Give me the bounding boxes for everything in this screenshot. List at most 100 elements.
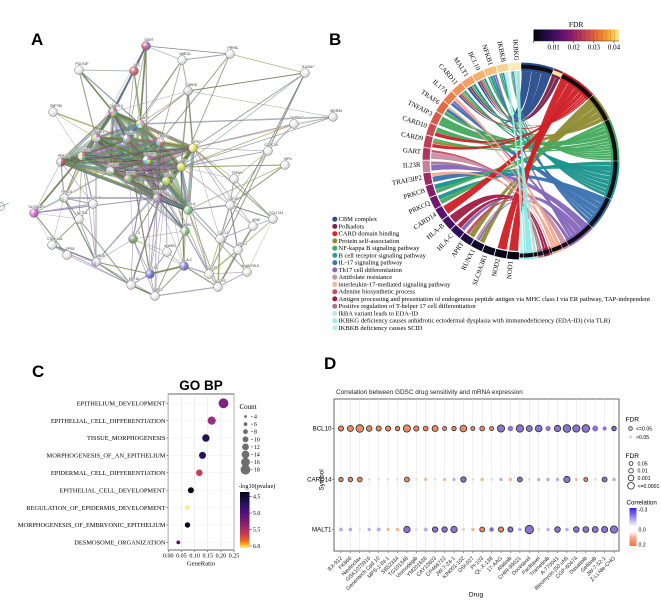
- svg-text:IKBKG: IKBKG: [511, 39, 519, 61]
- svg-text:IL23R: IL23R: [403, 162, 422, 170]
- svg-text:FDR: FDR: [569, 20, 584, 29]
- svg-text:POLR2F: POLR2F: [75, 62, 88, 66]
- svg-text:IKBKB: IKBKB: [495, 41, 506, 64]
- svg-text:NOD1: NOD1: [506, 261, 514, 280]
- svg-text:Adenine biosynthetic process: Adenine biosynthetic process: [339, 289, 416, 296]
- svg-text:0.0: 0.0: [639, 528, 646, 534]
- svg-text:8: 8: [254, 430, 257, 436]
- svg-text:A: A: [31, 30, 43, 49]
- svg-text:ADM: ADM: [252, 218, 260, 222]
- svg-text:MALT1: MALT1: [312, 527, 332, 534]
- svg-text:GART: GART: [403, 147, 422, 155]
- svg-text:0.03: 0.03: [588, 44, 601, 52]
- svg-text:0.20: 0.20: [216, 554, 227, 560]
- svg-text:CARD6: CARD6: [185, 83, 197, 87]
- svg-text:GeneRatio: GeneRatio: [187, 561, 216, 568]
- svg-text:18: 18: [254, 468, 260, 474]
- svg-text:Symbol: Symbol: [319, 469, 326, 490]
- svg-text:IKBKG deficiency causes anhidr: IKBKG deficiency causes anhidrotic ectod…: [339, 318, 611, 325]
- svg-text:IKBKG: IKBKG: [183, 223, 194, 227]
- svg-text:Antigen processing and present: Antigen processing and presentation of e…: [339, 296, 651, 303]
- svg-text:Correlation between GDSC drug: Correlation between GDSC drug sensitivit…: [336, 389, 523, 396]
- svg-text:ACTN4: ACTN4: [76, 211, 87, 215]
- svg-text:ZNF750: ZNF750: [50, 104, 62, 108]
- svg-text:DESMOSOME_ORGANIZATION: DESMOSOME_ORGANIZATION: [74, 540, 166, 547]
- svg-text:GART: GART: [144, 38, 153, 42]
- svg-text:FDR: FDR: [626, 417, 640, 424]
- svg-text:EPITHELIAL_CELL_DIFFERENTIATIO: EPITHELIAL_CELL_DIFFERENTIATION: [51, 418, 166, 425]
- svg-text:REGULATION_OF_EPIDERMIS_DEVELO: REGULATION_OF_EPIDERMIS_DEVELOPMENT: [26, 505, 165, 512]
- svg-text:Correlation: Correlation: [627, 500, 658, 507]
- svg-text:IL17B: IL17B: [149, 266, 159, 270]
- svg-text:-log10(pvalue): -log10(pvalue): [239, 483, 276, 490]
- svg-text:S100A7: S100A7: [302, 65, 314, 69]
- svg-text:Th17 cell differentiation: Th17 cell differentiation: [339, 267, 403, 274]
- svg-text:CARD9: CARD9: [137, 116, 149, 120]
- svg-text:NMES1: NMES1: [179, 52, 191, 56]
- svg-text:HLA-C: HLA-C: [182, 258, 193, 262]
- svg-text:6.0: 6.0: [253, 544, 260, 550]
- svg-text:0.05: 0.05: [638, 462, 648, 468]
- svg-text:IKBKB: IKBKB: [126, 171, 137, 175]
- svg-text:CBM complex: CBM complex: [339, 216, 378, 223]
- svg-text:APC: APC: [134, 63, 142, 67]
- svg-text:Polkadots: Polkadots: [339, 223, 365, 230]
- svg-text:16: 16: [254, 460, 260, 466]
- svg-text:ADAMTSL5: ADAMTSL5: [241, 264, 259, 268]
- svg-text:IKBKB deficiency causes SCID: IKBKB deficiency causes SCID: [339, 325, 423, 332]
- svg-text:MORPHOGENESIS_OF_EMBRYONIC_EPI: MORPHOGENESIS_OF_EMBRYONIC_EPITHELIUM: [18, 522, 166, 529]
- svg-text:NOD1: NOD1: [164, 173, 174, 177]
- svg-text:DGKZ: DGKZ: [91, 196, 100, 200]
- svg-text:12: 12: [254, 445, 260, 451]
- svg-text:FLT3: FLT3: [132, 231, 140, 235]
- svg-text:CARD11: CARD11: [143, 152, 156, 156]
- svg-text:5.5: 5.5: [253, 528, 260, 534]
- svg-text:<=0.05: <=0.05: [636, 427, 652, 433]
- svg-text:DEPDC7: DEPDC7: [290, 116, 304, 120]
- svg-text:interleukin-17-mediated signal: interleukin-17-mediated signaling pathwa…: [339, 281, 452, 288]
- svg-text:PRR5L: PRR5L: [228, 46, 239, 50]
- svg-text:CCL20: CCL20: [207, 266, 218, 270]
- svg-text:MORPHOGENESIS_OF_AN_EPITHELIUM: MORPHOGENESIS_OF_AN_EPITHELIUM: [47, 453, 166, 460]
- svg-text:CSNK1A1: CSNK1A1: [47, 237, 63, 241]
- svg-text:WDR34: WDR34: [330, 109, 342, 113]
- svg-text:CARD8: CARD8: [93, 254, 105, 258]
- svg-text:APS3: APS3: [154, 288, 163, 292]
- svg-text:0.01: 0.01: [547, 44, 560, 52]
- svg-text:CARD domain binding: CARD domain binding: [339, 231, 400, 238]
- svg-text:MPO: MPO: [284, 157, 292, 161]
- svg-text:TRAF6: TRAF6: [158, 134, 169, 138]
- svg-text:Positive regulation of T-helpe: Positive regulation of T-helper 17 cell …: [339, 303, 477, 310]
- svg-text:IL-17 signaling pathway: IL-17 signaling pathway: [339, 260, 404, 267]
- svg-text:0.10: 0.10: [189, 554, 200, 560]
- svg-text:PRKD1: PRKD1: [61, 190, 72, 194]
- svg-text:0.04: 0.04: [608, 44, 621, 52]
- svg-text:RIPK2: RIPK2: [191, 140, 201, 144]
- svg-text:NFKB1: NFKB1: [108, 163, 119, 167]
- svg-text:MALT1: MALT1: [94, 130, 105, 134]
- svg-text:CARD14: CARD14: [307, 477, 332, 484]
- svg-text:B cell receptor signaling path: B cell receptor signaling pathway: [339, 252, 427, 259]
- svg-text:CCR10: CCR10: [235, 242, 246, 246]
- svg-text:ANKRD: ANKRD: [164, 244, 176, 248]
- svg-text:EPIDERMAL_CELL_DIFFERENTIATION: EPIDERMAL_CELL_DIFFERENTIATION: [51, 470, 166, 477]
- svg-text:D: D: [324, 354, 336, 373]
- svg-text:GO BP: GO BP: [179, 378, 223, 393]
- svg-text:Protein self-association: Protein self-association: [339, 238, 401, 245]
- svg-text:COL17A1: COL17A1: [269, 211, 284, 215]
- svg-text:EPS8: EPS8: [66, 247, 75, 251]
- svg-text:5.0: 5.0: [253, 511, 260, 517]
- svg-text:10: 10: [254, 437, 260, 443]
- svg-text:0.25: 0.25: [229, 554, 240, 560]
- svg-text:Drug: Drug: [469, 592, 484, 599]
- svg-text:CARD10: CARD10: [109, 104, 122, 108]
- svg-text:B: B: [329, 30, 341, 49]
- svg-text:Antifolate resistance: Antifolate resistance: [339, 274, 393, 281]
- svg-text:4.5: 4.5: [253, 495, 260, 501]
- svg-text:CCDC50: CCDC50: [264, 143, 278, 147]
- svg-text:0.00: 0.00: [163, 554, 174, 560]
- svg-text:CARD9: CARD9: [400, 131, 424, 142]
- svg-text:FDR: FDR: [626, 453, 640, 460]
- svg-text:RELA: RELA: [187, 202, 197, 206]
- svg-text:TNFAIP3: TNFAIP3: [153, 190, 167, 194]
